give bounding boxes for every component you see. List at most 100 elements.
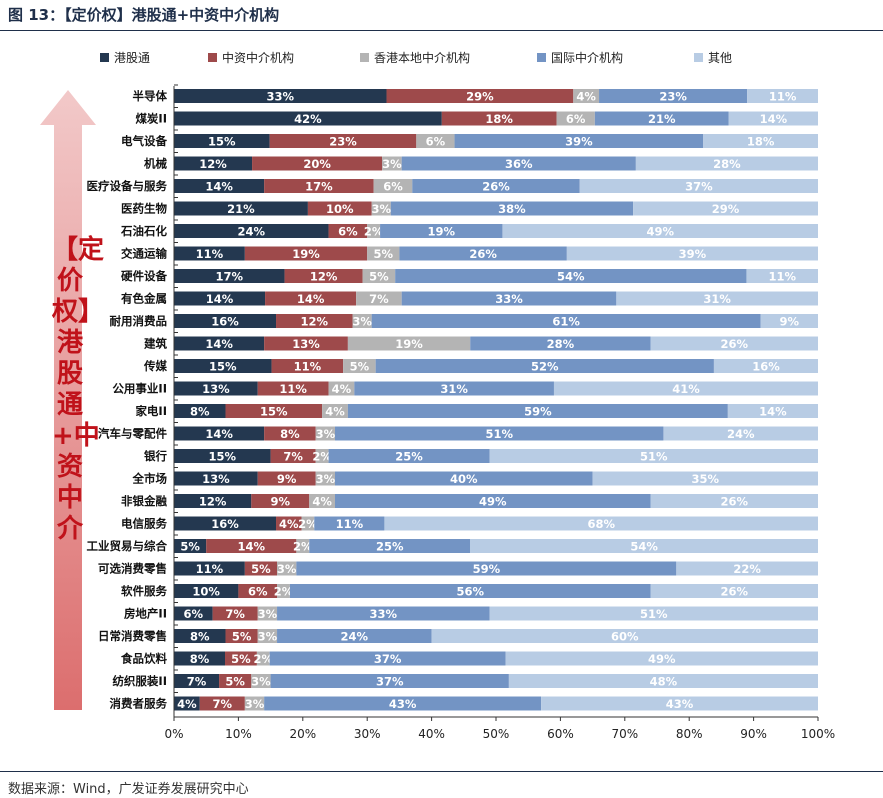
data-label: 8% [190,652,210,666]
bar-segment [269,651,506,666]
data-label: 51% [640,450,668,464]
bar-segment [454,134,704,148]
bar-segment [174,336,265,351]
data-label: 9% [270,495,290,509]
bar-segment [257,629,278,643]
bar-segment [441,111,557,126]
data-label: 23% [659,90,687,104]
data-label: 4% [279,517,299,531]
data-label: 3% [382,157,402,171]
category-label: 银行 [144,449,167,463]
bar-segment [309,494,335,508]
bar-segment [174,494,252,508]
bar-segment [328,381,355,396]
bar-segment [371,314,761,328]
legend-label: 港股通 [114,51,150,65]
data-label: 13% [202,472,230,486]
data-label: 51% [485,427,513,441]
bar-segment [174,449,271,463]
data-label: 16% [211,315,239,329]
bar-segment [650,336,818,351]
category-label: 房地产II [124,607,167,621]
data-label: 21% [227,202,255,216]
bar-segment [470,539,818,553]
bar-segment [416,134,455,148]
bar-segment [252,156,383,171]
bar-segment [399,246,567,261]
x-tick-label: 50% [483,727,510,741]
bar-segment [635,156,818,171]
bar-segment [174,359,272,373]
bar-segment [307,201,372,216]
data-label: 60% [611,630,639,644]
bar-segment [382,156,402,171]
data-label: 31% [703,292,731,306]
bar-segment [309,539,471,553]
bar-segment [592,471,818,486]
bar-segment [650,494,818,508]
bar-segment [502,224,818,238]
bar-segment [174,291,266,306]
bar-segment [328,224,368,238]
bar-segment [174,606,213,621]
data-label: 41% [672,382,700,396]
category-label: 软件服务 [121,584,167,598]
data-label: 10% [326,202,354,216]
data-label: 19% [292,247,320,261]
bar-segment [573,89,600,103]
bar-segment [257,471,316,486]
category-label: 耐用消费品 [110,314,168,328]
bar-segment [276,516,302,531]
data-label: 61% [552,315,580,329]
category-label: 日常消费零售 [98,629,167,643]
data-label: 43% [389,697,417,711]
category-label: 硬件设备 [121,269,167,283]
bar-segment [270,449,316,463]
bar-segment [296,539,310,553]
bar-segment [579,179,818,193]
bar-segment [277,561,297,576]
category-label: 有色金属 [121,292,167,306]
data-label: 11% [196,247,224,261]
data-label: 56% [456,585,484,599]
data-label: 20% [303,157,331,171]
bar-segment [284,269,363,283]
data-label: 29% [712,202,740,216]
title-rule [0,30,883,31]
bar-segment [676,561,818,576]
data-label: 8% [280,427,300,441]
bar-segment [244,561,278,576]
bar-segment [760,314,818,328]
data-label: 2% [312,450,332,464]
bar-segment [362,269,396,283]
data-label: 19% [427,225,455,239]
data-label: 26% [469,247,497,261]
data-label: 12% [199,495,227,509]
legend-swatch [208,53,217,62]
data-label: 59% [524,405,552,419]
data-label: 49% [479,495,507,509]
data-label: 7% [283,450,303,464]
bar-segment [264,696,542,711]
data-label: 33% [370,607,398,621]
bar-segment [553,381,818,396]
data-label: 6% [383,180,403,194]
bar-segment [384,516,818,531]
data-label: 6% [184,607,204,621]
bar-segment [174,156,253,171]
data-label: 40% [450,472,478,486]
data-label: 12% [301,315,329,329]
data-label: 21% [648,112,676,126]
data-label: 37% [374,652,402,666]
bar-segment [174,674,220,688]
bar-segment [277,606,490,621]
bar-segment [347,404,728,418]
bar-segment [199,696,245,711]
data-label: 3% [251,675,271,689]
data-label: 3% [352,315,372,329]
source-note: 数据来源：Wind，广发证券发展研究中心 [8,782,249,797]
data-label: 5% [180,540,200,554]
legend-label: 其他 [708,51,732,65]
bar-segment [380,224,503,238]
data-label: 16% [752,360,780,374]
